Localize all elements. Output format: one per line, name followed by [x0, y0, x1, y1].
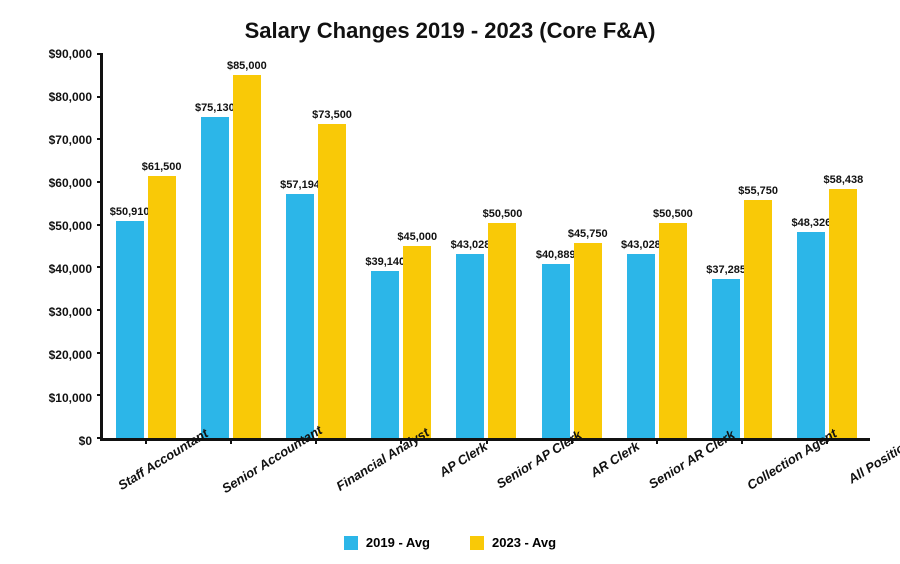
- bar-group: $57,194$73,500: [273, 54, 358, 438]
- bar-label-2023: $85,000: [227, 60, 267, 72]
- x-axis-labels: Staff AccountantSenior AccountantFinanci…: [100, 441, 870, 533]
- bar-group: $39,140$45,000: [359, 54, 444, 438]
- chart-title: Salary Changes 2019 - 2023 (Core F&A): [30, 18, 870, 44]
- bar-label-2019: $39,140: [365, 256, 405, 268]
- bar-label-2023: $45,000: [397, 231, 437, 243]
- bar-2023: $45,000: [403, 246, 431, 438]
- bar-label-2019: $48,326: [791, 217, 831, 229]
- bar-group: $40,889$45,750: [529, 54, 614, 438]
- y-tick-label: $0: [30, 434, 92, 448]
- bar-2019: $75,130: [201, 117, 229, 438]
- bar-2023: $50,500: [659, 223, 687, 438]
- chart-container: Salary Changes 2019 - 2023 (Core F&A) $0…: [0, 0, 900, 564]
- y-tick-label: $30,000: [30, 305, 92, 319]
- bar-2023: $55,750: [744, 200, 772, 438]
- bar-label-2023: $73,500: [312, 109, 352, 121]
- bar-2019: $50,910: [116, 221, 144, 438]
- bar-label-2023: $50,500: [483, 208, 523, 220]
- bar-label-2019: $75,130: [195, 102, 235, 114]
- plot-area: $0$10,000$20,000$30,000$40,000$50,000$60…: [30, 54, 870, 441]
- y-tick-label: $90,000: [30, 47, 92, 61]
- bar-label-2019: $40,889: [536, 249, 576, 261]
- bar-2023: $58,438: [829, 189, 857, 438]
- legend-swatch-2023: [470, 536, 484, 550]
- legend-swatch-2019: [344, 536, 358, 550]
- bar-group: $37,285$55,750: [700, 54, 785, 438]
- y-tick-label: $20,000: [30, 348, 92, 362]
- bar-2019: $39,140: [371, 271, 399, 438]
- bar-label-2023: $50,500: [653, 208, 693, 220]
- bar-group: $48,326$58,438: [785, 54, 870, 438]
- bar-group: $43,028$50,500: [444, 54, 529, 438]
- bar-label-2023: $55,750: [738, 185, 778, 197]
- y-tick-label: $40,000: [30, 262, 92, 276]
- grid-area: $50,910$61,500$75,130$85,000$57,194$73,5…: [100, 54, 870, 441]
- bar-label-2023: $45,750: [568, 228, 608, 240]
- bar-label-2019: $50,910: [110, 206, 150, 218]
- bar-group: $43,028$50,500: [614, 54, 699, 438]
- bar-2019: $40,889: [542, 264, 570, 438]
- y-tick-label: $60,000: [30, 176, 92, 190]
- bar-label-2019: $57,194: [280, 179, 320, 191]
- bar-2023: $73,500: [318, 124, 346, 438]
- bar-2023: $50,500: [488, 223, 516, 438]
- bar-2023: $85,000: [233, 75, 261, 438]
- bar-2019: $48,326: [797, 232, 825, 438]
- bar-2019: $43,028: [627, 254, 655, 438]
- bar-2019: $43,028: [456, 254, 484, 438]
- bar-2019: $37,285: [712, 279, 740, 438]
- bar-2019: $57,194: [286, 194, 314, 438]
- y-tick-label: $80,000: [30, 90, 92, 104]
- y-tick-label: $10,000: [30, 391, 92, 405]
- y-axis: $0$10,000$20,000$30,000$40,000$50,000$60…: [30, 54, 100, 441]
- y-tick-label: $70,000: [30, 133, 92, 147]
- bar-group: $50,910$61,500: [103, 54, 188, 438]
- bar-2023: $61,500: [148, 176, 176, 438]
- bar-groups: $50,910$61,500$75,130$85,000$57,194$73,5…: [103, 54, 870, 438]
- y-tick-label: $50,000: [30, 219, 92, 233]
- bar-label-2019: $43,028: [451, 239, 491, 251]
- bar-label-2019: $43,028: [621, 239, 661, 251]
- bar-label-2019: $37,285: [706, 264, 746, 276]
- bar-label-2023: $58,438: [823, 174, 863, 186]
- bar-group: $75,130$85,000: [188, 54, 273, 438]
- bar-label-2023: $61,500: [142, 161, 182, 173]
- bar-2023: $45,750: [574, 243, 602, 438]
